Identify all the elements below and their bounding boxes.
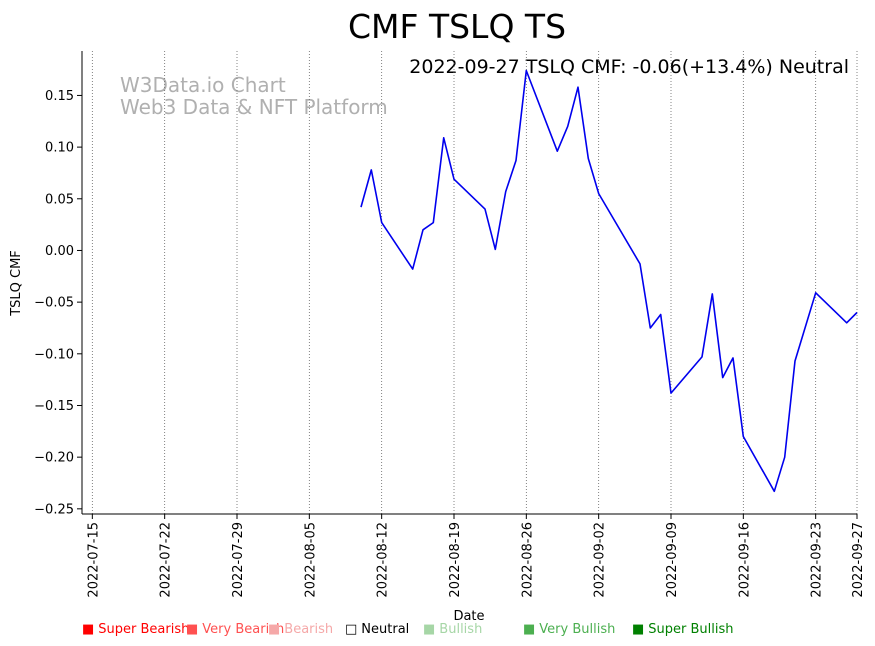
legend-marker: ■: [82, 622, 94, 637]
y-tick-label: −0.15: [34, 399, 74, 414]
y-tick-label: 0.00: [45, 244, 74, 259]
legend-item: ■ Super Bearish: [82, 622, 189, 637]
legend-label: Bearish: [284, 622, 333, 637]
x-axis-label: Date: [453, 609, 484, 624]
y-tick-label: 0.15: [45, 89, 74, 104]
legend-item: ■ Very Bullish: [523, 622, 615, 637]
legend-marker: ■: [423, 622, 435, 637]
x-tick-label: 2022-07-15: [86, 522, 101, 598]
y-axis-label: TSLQ CMF: [9, 250, 24, 317]
legend-label: Very Bearish: [202, 622, 284, 637]
x-tick-label: 2022-07-22: [159, 522, 174, 598]
x-tick-label: 2022-08-19: [448, 522, 463, 598]
series-line-cmf: [360, 69, 858, 493]
x-tick-label: 2022-08-05: [303, 522, 318, 598]
date-gridlines: [91, 51, 858, 514]
legend-marker: ■: [186, 622, 198, 637]
legend-label: Super Bullish: [648, 622, 733, 637]
legend: ■ Super Bearish■ Very Bearish■ Bearish □ Neut…: [82, 622, 734, 637]
y-tick-label: 0.05: [45, 192, 74, 207]
legend-item: □ Neutral: [345, 622, 409, 637]
y-tick-label: −0.10: [34, 347, 74, 362]
y-ticks: −0.25 −0.20 −0.15 −0.10 −0.05 0.00 0.05 0.10 0.1…: [34, 89, 82, 517]
legend-marker: ■: [523, 622, 535, 637]
y-tick-label: −0.25: [34, 502, 74, 517]
legend-label: Bullish: [439, 622, 482, 637]
watermark-line-1: W3Data.io Chart: [120, 73, 286, 97]
x-tick-label: 2022-08-12: [376, 522, 391, 598]
legend-marker: ■: [632, 622, 644, 637]
y-tick-label: −0.20: [34, 451, 74, 466]
x-tick-label: 2022-09-09: [665, 522, 680, 598]
legend-item: ■ Bearish: [268, 622, 333, 637]
watermark-line-2: Web3 Data & NFT Platform: [120, 95, 388, 119]
legend-label: Super Bearish: [98, 622, 189, 637]
chart-title: CMF TSLQ TS: [348, 7, 566, 46]
legend-marker: ■: [268, 622, 280, 637]
legend-item: ■ Bullish: [423, 622, 482, 637]
legend-marker: □: [345, 622, 357, 637]
x-tick-label: 2022-07-29: [231, 522, 246, 598]
y-tick-label: −0.05: [34, 296, 74, 311]
x-tick-label: 2022-09-02: [593, 522, 608, 598]
legend-label: Very Bullish: [539, 622, 615, 637]
axes: [81, 51, 857, 515]
legend-item: ■ Super Bullish: [632, 622, 734, 637]
legend-item: ■ Very Bearish: [186, 622, 284, 637]
x-tick-label: 2022-09-27: [851, 522, 866, 598]
x-tick-label: 2022-08-26: [520, 522, 535, 598]
x-tick-label: 2022-09-16: [737, 522, 752, 598]
chart-subtitle: 2022-09-27 TSLQ CMF: -0.06(+13.4%) Neutr…: [409, 56, 849, 78]
x-ticks: 2022-07-15 2022-07-22 2022-07-29 2022-08-05…: [86, 514, 866, 598]
x-tick-label: 2022-09-23: [810, 522, 825, 598]
legend-label: Neutral: [361, 622, 409, 637]
y-tick-label: 0.10: [45, 141, 74, 156]
plot-area: [360, 69, 858, 493]
